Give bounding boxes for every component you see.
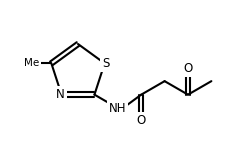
Text: Me: Me (24, 58, 39, 68)
Text: S: S (102, 57, 109, 70)
Text: NH: NH (109, 102, 126, 115)
Text: O: O (137, 114, 146, 127)
Text: O: O (183, 62, 193, 75)
Text: N: N (56, 88, 65, 101)
